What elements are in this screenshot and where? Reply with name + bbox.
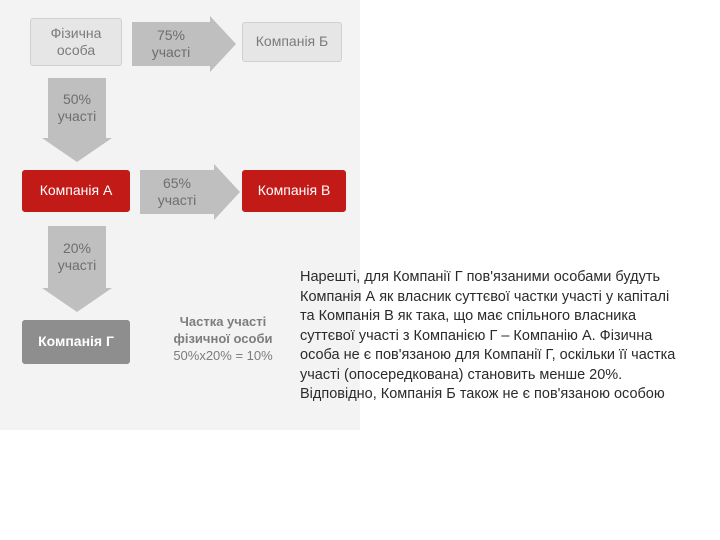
node-company-v: Компанія В	[242, 170, 346, 212]
node-person-l2: особа	[51, 42, 102, 60]
node-company-a-label: Компанія А	[40, 182, 113, 200]
side-note-l2: фізичної особи	[148, 331, 298, 348]
node-person: Фізична особа	[30, 18, 122, 66]
node-company-a: Компанія А	[22, 170, 130, 212]
explanation-text: Нарешті, для Компанії Г пов'язаними особ…	[300, 268, 680, 405]
node-company-g-label: Компанія Г	[38, 333, 114, 351]
side-note-l1: Частка участі	[148, 314, 298, 331]
node-company-v-label: Компанія В	[258, 182, 331, 200]
node-company-g: Компанія Г	[22, 320, 130, 364]
node-company-b: Компанія Б	[242, 22, 342, 62]
side-note: Частка участі фізичної особи 50%x20% = 1…	[148, 314, 298, 365]
canvas: Фізична особа Компанія Б Компанія А Комп…	[0, 0, 720, 540]
side-note-l3: 50%x20% = 10%	[148, 348, 298, 365]
node-person-l1: Фізична	[51, 25, 102, 43]
node-company-b-label: Компанія Б	[256, 33, 328, 51]
